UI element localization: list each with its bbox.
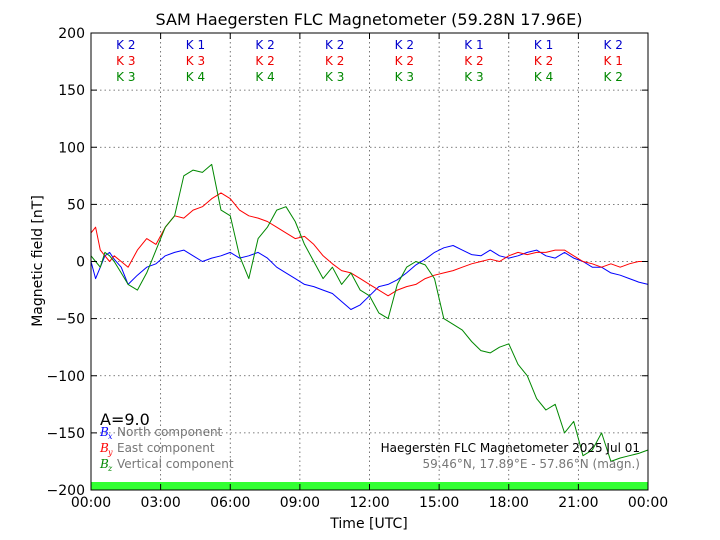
k-index-label: K 2 [255,38,274,52]
k-index-labels: K 2 K 1 K 2 K 2 K 2 K 1 K 1 K 2 K 3 K 3 K 2 K 2 K 2 K… [116,38,623,84]
k-index-label: K 2 [604,38,623,52]
k-index-label: K 3 [116,70,135,84]
x-tick-label: 21:00 [558,495,598,511]
legend-symbol: B [99,457,109,471]
k-index-label: K 2 [604,70,623,84]
k-index-label: K 1 [604,54,623,68]
legend-label: North component [117,425,223,439]
x-tick-label: 00:00 [628,495,668,511]
series-line-z [90,163,649,462]
series-line-x [90,245,649,310]
k-index-label: K 2 [534,54,553,68]
y-axis-label: Magnetic field [nT] [30,195,46,327]
k-index-label: K 1 [534,38,553,52]
k-index-label: K 3 [325,70,344,84]
y-tick-label: 150 [58,83,85,99]
legend-symbol: B [99,441,109,455]
coordinates-label: 59.46°N, 17.89°E - 57.86°N (magn.) [423,457,640,471]
axis-ticks [90,32,649,491]
legend-subscript: x [108,432,113,441]
grid-lines [91,33,648,490]
station-label: Haegersten FLC Magnetometer 2025 Jul 01 [381,441,640,455]
legend-symbol: B [99,425,109,439]
x-axis-label: Time [UTC] [329,516,407,532]
k-index-label: K 2 [325,38,344,52]
x-tick-labels: 00:00 03:00 06:00 09:00 12:00 15:00 18:00 21:00… [71,495,668,511]
y-tick-label: 50 [67,197,85,213]
activity-index: A=9.0 [100,410,150,429]
y-tick-label: −150 [47,426,85,442]
x-tick-label: 03:00 [140,495,180,511]
legend-label: Vertical component [117,457,234,471]
k-index-label: K 3 [116,54,135,68]
k-index-label: K 1 [186,38,205,52]
data-series [90,163,649,462]
y-tick-label: 100 [58,140,85,156]
k-index-label: K 2 [464,54,483,68]
k-index-label: K 1 [464,38,483,52]
k-index-label: K 3 [464,70,483,84]
k-index-label: K 2 [116,38,135,52]
k-index-label: K 4 [186,70,205,84]
k-index-label: K 3 [186,54,205,68]
k-index-label: K 4 [255,70,274,84]
x-tick-label: 18:00 [489,495,529,511]
k-index-label: K 2 [325,54,344,68]
k-index-label: K 3 [395,70,414,84]
x-tick-label: 12:00 [349,495,389,511]
k-index-label: K 2 [255,54,274,68]
legend-label: East component [117,441,215,455]
series-line-y [90,192,648,297]
y-tick-label: 0 [76,255,85,271]
legend-subscript: z [107,464,113,473]
x-tick-label: 00:00 [71,495,111,511]
legend-subscript: y [107,448,113,457]
k-index-label: K 4 [534,70,553,84]
x-tick-label: 09:00 [280,495,320,511]
chart-title: SAM Haegersten FLC Magnetometer (59.28N … [156,10,583,29]
y-tick-labels: −200 −150 −100 −50 0 50 100 150 200 [47,26,85,499]
x-tick-label: 06:00 [210,495,250,511]
x-tick-label: 15:00 [419,495,459,511]
y-tick-label: −50 [55,312,85,328]
k-index-label: K 2 [395,38,414,52]
y-tick-label: 200 [58,26,85,42]
y-tick-label: −100 [47,369,85,385]
y-tick-label: −200 [47,483,85,499]
k-index-label: K 2 [395,54,414,68]
